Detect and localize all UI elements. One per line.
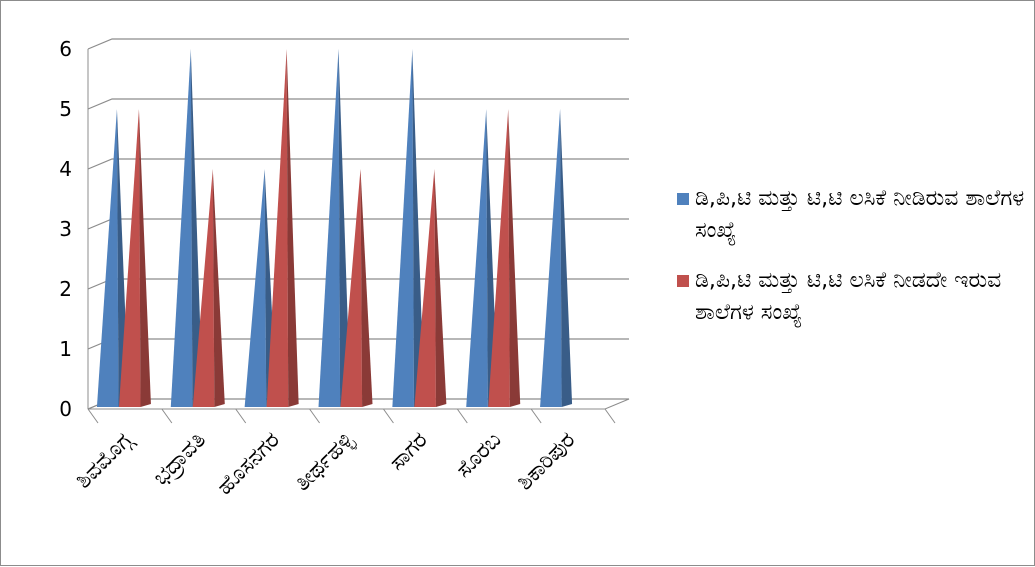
cone-bar (192, 169, 225, 407)
legend-swatch-series-2 (677, 275, 689, 287)
x-tick-mark (87, 408, 99, 424)
x-tick-mark (161, 408, 173, 424)
legend-swatch-series-1 (677, 193, 689, 205)
y-tick-label: 1 (59, 337, 72, 361)
y-tick-label: 5 (59, 97, 72, 121)
x-tick-mark (530, 408, 542, 424)
x-tick-mark (456, 408, 468, 424)
y-tick-label: 0 (59, 397, 72, 421)
cone-bar (540, 109, 573, 407)
y-axis-ticks: 0 1 2 3 4 5 6 (59, 37, 72, 421)
y-tick-label: 4 (59, 157, 72, 181)
gridline (87, 38, 629, 50)
x-axis-ticks: ಶಿವಮೊಗ್ಗ ಭದ್ರಾವತಿ ಹೊಸನಗರ ತೀರ್ಥಹಳ್ಳಿ ಸಾಗರ ಸೊರಬ… (71, 427, 580, 500)
legend-label-series-2: ಡಿ,ಪಿ,ಟಿ ಮತ್ತು ಟಿ,ಟಿ ಲಸಿಕೆ ನೀಡದೇ ಇರುವ ಶಾ… (695, 268, 1002, 325)
x-tick-mark (604, 408, 616, 424)
x-category-label: ಹೊಸನಗರ (212, 428, 285, 501)
legend-item-series-2: ಡಿ,ಪಿ,ಟಿ ಮತ್ತು ಟಿ,ಟಿ ಲಸಿಕೆ ನೀಡದೇ ಇರುವ ಶಾ… (677, 265, 1027, 329)
x-tick-mark (383, 408, 394, 424)
chart-legend: ಡಿ,ಪಿ,ಟಿ ಮತ್ತು ಟಿ,ಟಿ ಲಸಿಕೆ ನೀಡಿರುವ ಶಾಲೆಗ… (677, 183, 1027, 347)
x-category-label: ತೀರ್ಥಹಳ್ಳಿ (290, 427, 360, 497)
x-tick-mark (235, 408, 247, 424)
gridline (87, 98, 629, 110)
cone-bar (118, 109, 151, 407)
y-tick-label: 6 (59, 37, 72, 61)
cone-bar (318, 49, 351, 407)
legend-label-series-1: ಡಿ,ಪಿ,ಟಿ ಮತ್ತು ಟಿ,ಟಿ ಲಸಿಕೆ ನೀಡಿರುವ ಶಾಲೆಗ… (695, 186, 1025, 243)
cone-bar (414, 169, 447, 407)
legend-item-series-1: ಡಿ,ಪಿ,ಟಿ ಮತ್ತು ಟಿ,ಟಿ ಲಸಿಕೆ ನೀಡಿರುವ ಶಾಲೆಗ… (677, 183, 1027, 247)
y-tick-label: 3 (59, 217, 72, 241)
cone-bar (488, 109, 521, 407)
x-category-label: ಸೊರಬ (451, 428, 506, 483)
x-category-label: ಸಾಗರ (385, 428, 433, 476)
y-tick-label: 2 (59, 277, 72, 301)
x-category-label: ಶಿಕಾರಿಪುರ (513, 428, 581, 496)
cone-bar (340, 169, 373, 407)
gridline (87, 158, 629, 170)
cone-bar (266, 49, 299, 407)
x-category-label: ಶಿವಮೊಗ್ಗ (71, 427, 138, 494)
x-tick-mark (309, 408, 320, 424)
chart-bars (96, 49, 573, 407)
cone-bar (392, 49, 425, 407)
chart-plot: 0 1 2 3 4 5 6 ಶಿವಮೊಗ್ಗ ಭದ್ರಾವತಿ ಹೊಸನಗರ ತೀರ್ಥಹಳ್ಳಿ… (59, 37, 630, 500)
cone-bar (170, 49, 203, 407)
x-category-label: ಭದ್ರಾವತಿ (148, 428, 211, 491)
